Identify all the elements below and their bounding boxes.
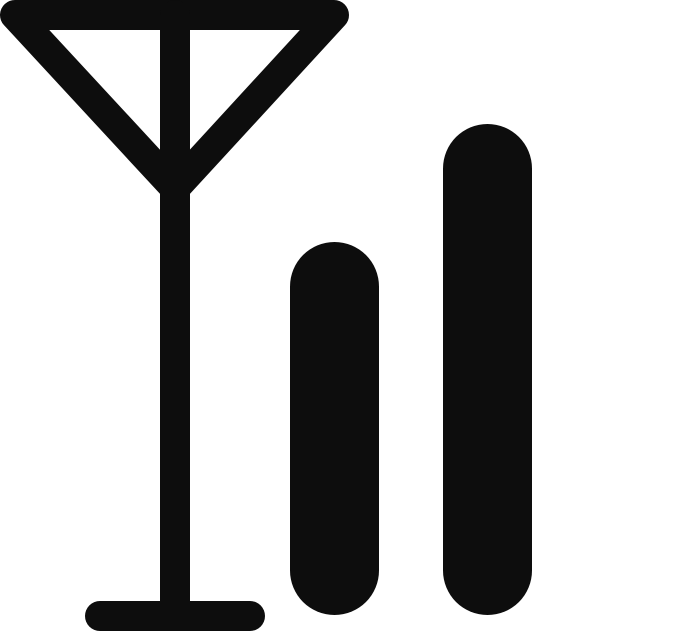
antenna-icon (0, 0, 349, 631)
signal-bar-tall (443, 124, 532, 615)
signal-bar-short (290, 242, 379, 615)
